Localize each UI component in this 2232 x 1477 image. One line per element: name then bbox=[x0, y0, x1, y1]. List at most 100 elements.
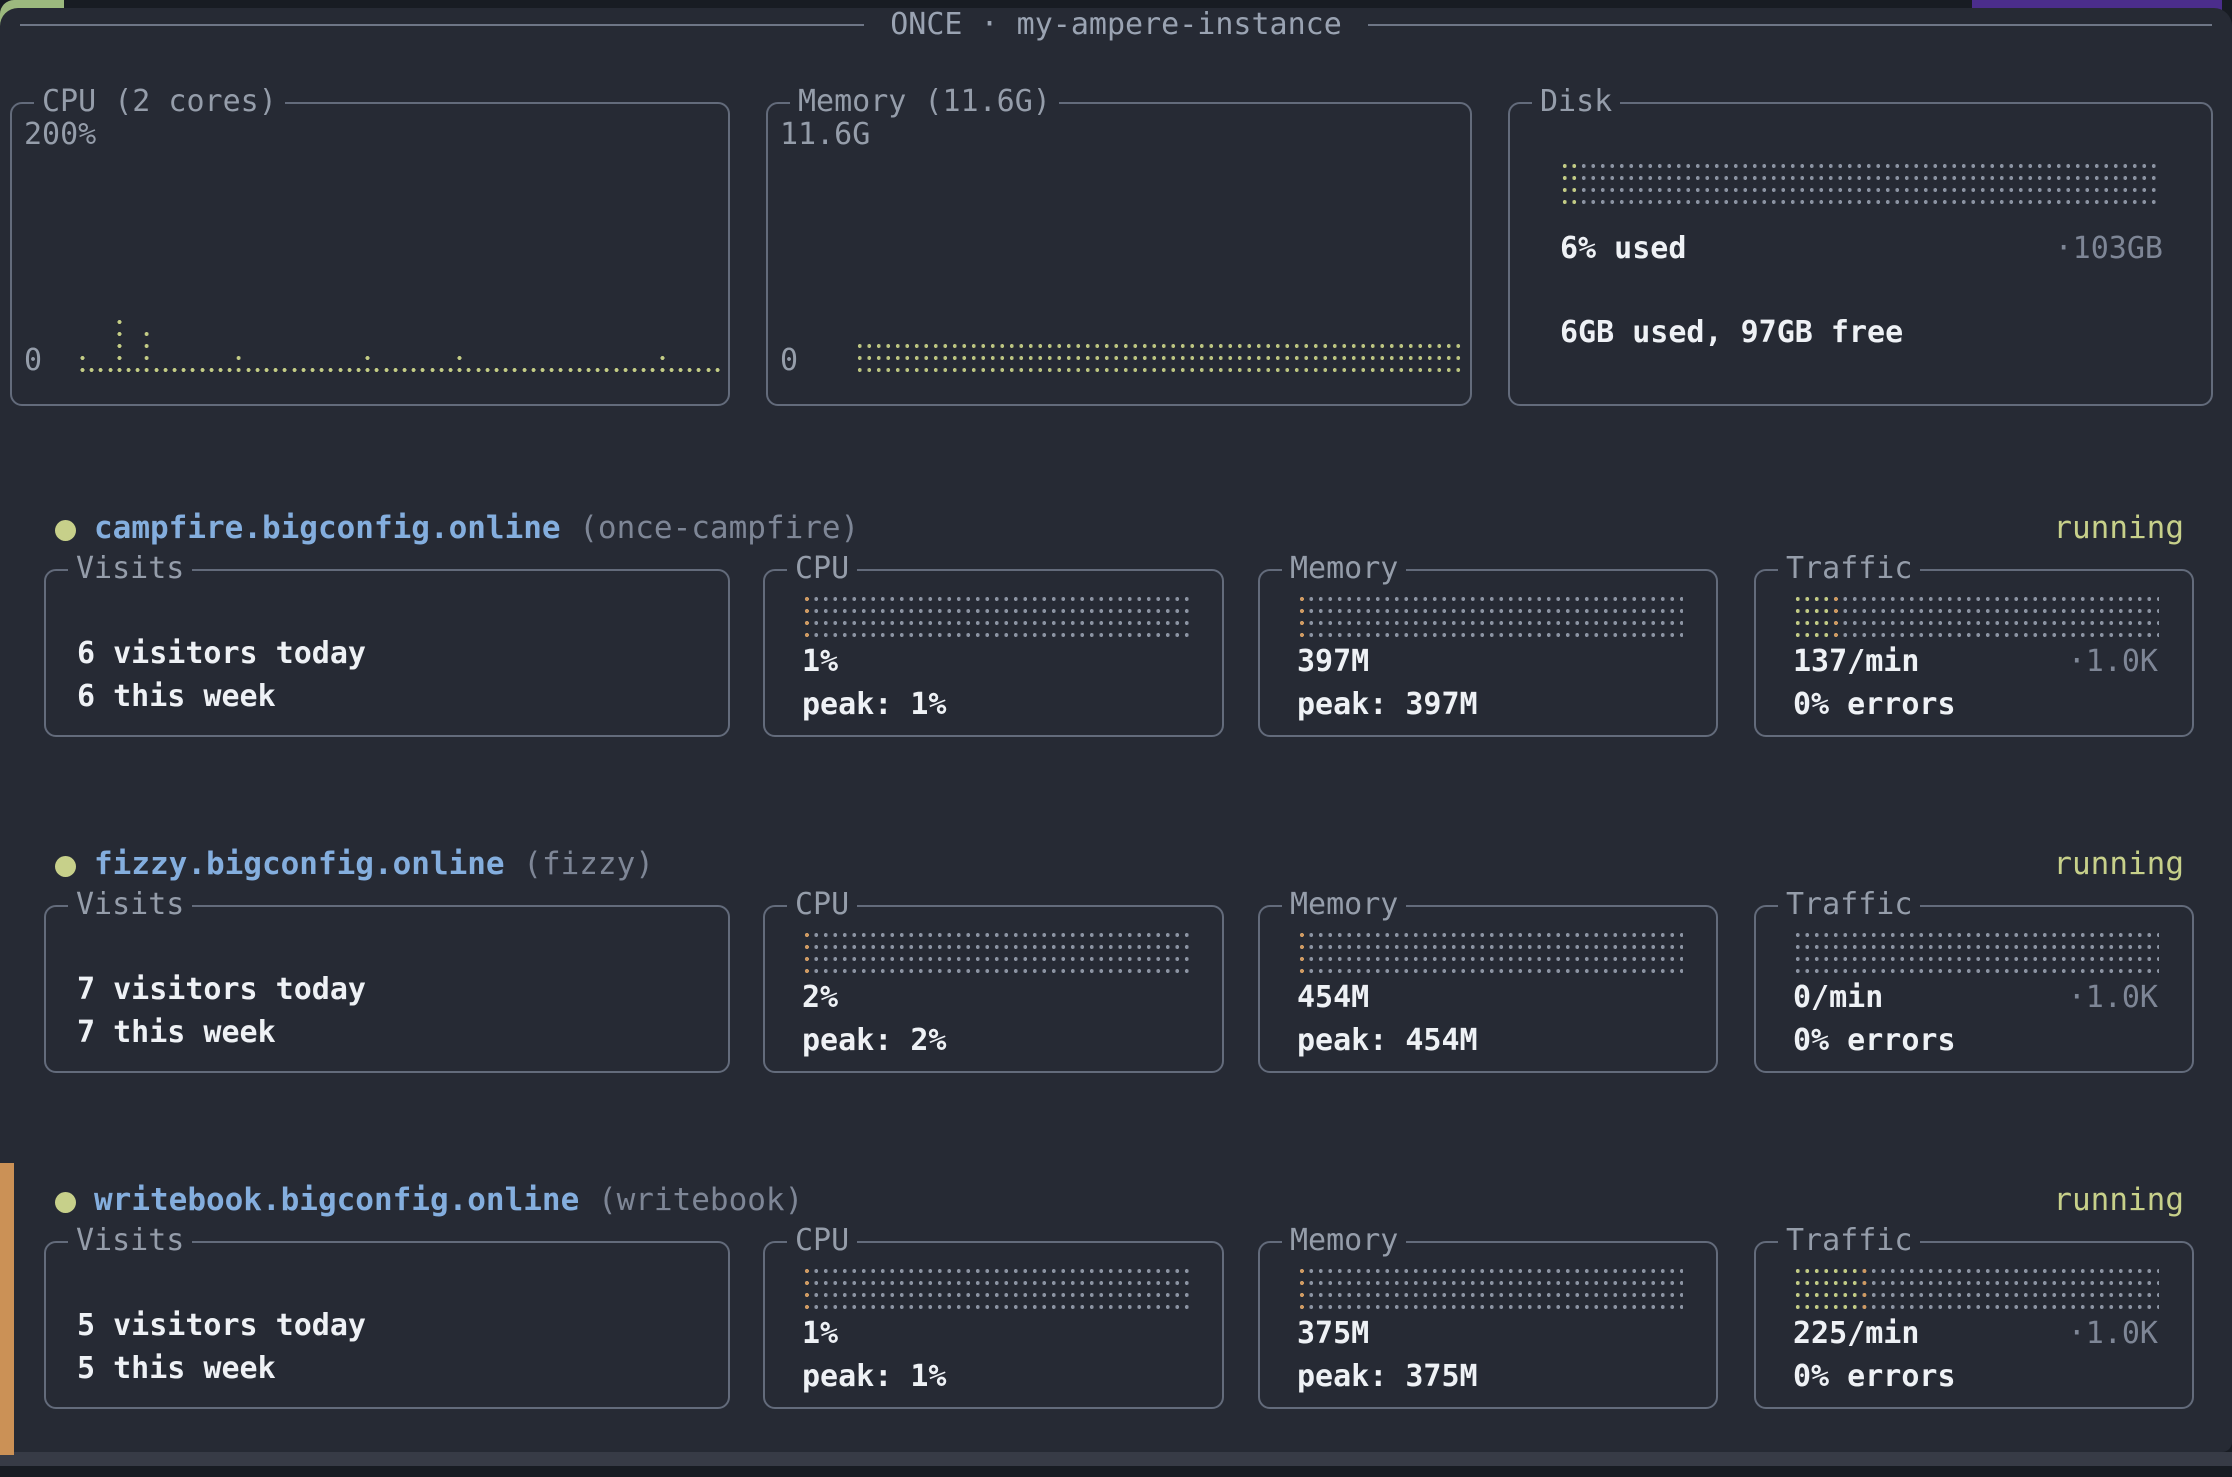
traffic-scale-max: ·1.0K bbox=[2067, 1316, 2158, 1351]
service-unit: (writebook) bbox=[597, 1182, 804, 1218]
memory-usage-gauge bbox=[1297, 593, 1683, 641]
spark-column bbox=[317, 364, 327, 376]
spark-column bbox=[593, 364, 603, 376]
visits-box: Visits 5 visitors today 5 this week bbox=[44, 1222, 730, 1409]
service-section[interactable]: campfire.bigconfig.online (once-campfire… bbox=[0, 505, 2232, 805]
traffic-gauge bbox=[1793, 593, 2159, 641]
traffic-box-label: Traffic bbox=[1778, 886, 1921, 924]
spark-column bbox=[574, 364, 584, 376]
memory-usage-gauge bbox=[1297, 929, 1683, 977]
memory-peak: peak: 454M bbox=[1297, 1023, 1478, 1058]
gauge-used-segment bbox=[1297, 593, 1307, 641]
memory-value: 454M bbox=[1297, 980, 1370, 1015]
system-cpu-box: CPU (2 cores) 200% 0 bbox=[10, 83, 730, 406]
spark-column bbox=[243, 364, 253, 376]
visitors-week: 7 this week bbox=[77, 1015, 276, 1050]
traffic-gauge bbox=[1793, 1265, 2159, 1313]
traffic-scale-max: ·1.0K bbox=[2067, 644, 2158, 679]
visitors-today: 6 visitors today bbox=[77, 636, 366, 671]
service-section[interactable]: fizzy.bigconfig.online (fizzy) running V… bbox=[0, 841, 2232, 1141]
visits-box-label: Visits bbox=[68, 1222, 193, 1260]
memory-box-label: Memory bbox=[1282, 1222, 1407, 1260]
traffic-gauge-track bbox=[1793, 929, 2159, 977]
service-status: running bbox=[2053, 846, 2184, 882]
spark-column bbox=[280, 364, 290, 376]
cpu-box-label: CPU (2 cores) bbox=[34, 83, 285, 121]
visitors-week: 5 this week bbox=[77, 1351, 276, 1386]
service-domain: fizzy.bigconfig.online bbox=[94, 846, 505, 882]
spark-column bbox=[96, 364, 106, 376]
memory-box-label: Memory (11.6G) bbox=[790, 83, 1059, 121]
spark-column bbox=[528, 364, 538, 376]
memory-box: Memory 454M peak: 454M bbox=[1258, 886, 1718, 1073]
visitors-today: 5 visitors today bbox=[77, 1308, 366, 1343]
spark-column bbox=[124, 364, 134, 376]
memory-box-label: Memory bbox=[1282, 550, 1407, 588]
spark-column bbox=[482, 364, 492, 376]
memory-value: 375M bbox=[1297, 1316, 1370, 1351]
spark-column bbox=[418, 364, 428, 376]
memory-axis-min: 0 bbox=[780, 343, 799, 378]
spark-column bbox=[436, 364, 446, 376]
status-dot-icon bbox=[55, 520, 76, 541]
spark-column bbox=[372, 364, 382, 376]
spark-column bbox=[455, 352, 465, 376]
memory-value: 397M bbox=[1297, 644, 1370, 679]
cpu-value: 1% bbox=[802, 644, 839, 679]
spark-column bbox=[105, 364, 115, 376]
spark-column bbox=[289, 364, 299, 376]
spark-column bbox=[712, 364, 722, 376]
traffic-box-label: Traffic bbox=[1778, 1222, 1921, 1260]
header-rule-right bbox=[1367, 23, 2213, 26]
memory-axis-max: 11.6G bbox=[780, 117, 871, 152]
spark-column bbox=[473, 364, 483, 376]
spark-column bbox=[78, 352, 88, 376]
spark-column bbox=[335, 364, 345, 376]
spark-column bbox=[142, 328, 152, 376]
traffic-box: Traffic 0/min ·1.0K 0% errors bbox=[1754, 886, 2194, 1073]
gauge-used-segment bbox=[802, 593, 812, 641]
cpu-box-label: CPU bbox=[787, 1222, 858, 1260]
spark-column bbox=[87, 364, 97, 376]
visitors-today: 7 visitors today bbox=[77, 972, 366, 1007]
spark-column bbox=[409, 364, 419, 376]
spark-column bbox=[446, 364, 456, 376]
gauge-used-segment bbox=[1793, 593, 1831, 641]
cpu-usage-gauge bbox=[802, 593, 1189, 641]
gauge-used-segment bbox=[802, 929, 812, 977]
disk-usage-gauge bbox=[1560, 160, 2160, 208]
spark-column bbox=[639, 364, 649, 376]
service-domain: campfire.bigconfig.online bbox=[94, 510, 561, 546]
disk-gauge-track bbox=[1560, 160, 2160, 208]
spark-column bbox=[308, 364, 318, 376]
spark-column bbox=[179, 364, 189, 376]
spark-column bbox=[510, 364, 520, 376]
memory-gauge-track bbox=[1297, 1265, 1683, 1313]
spark-column bbox=[344, 364, 354, 376]
disk-used-percent: 6% used bbox=[1560, 231, 1687, 266]
disk-total-size: ·103GB bbox=[2054, 231, 2163, 266]
disk-box-label: Disk bbox=[1532, 83, 1621, 121]
spark-column bbox=[602, 364, 612, 376]
spark-column bbox=[538, 364, 548, 376]
backdrop-bottom-strip bbox=[0, 1452, 2232, 1466]
spark-column bbox=[666, 364, 676, 376]
cpu-peak: peak: 2% bbox=[802, 1023, 947, 1058]
gauge-used-segment bbox=[1560, 160, 1579, 208]
spark-column bbox=[648, 364, 658, 376]
gauge-used-segment bbox=[802, 1265, 812, 1313]
system-disk-box: Disk 6% used ·103GB 6GB used, 97GB free bbox=[1508, 83, 2213, 406]
service-section[interactable]: writebook.bigconfig.online (writebook) r… bbox=[0, 1163, 2232, 1477]
spark-column bbox=[427, 364, 437, 376]
spark-column bbox=[216, 364, 226, 376]
gauge-used-segment bbox=[1793, 1265, 1860, 1313]
memory-gauge-track bbox=[1297, 929, 1683, 977]
spark-column bbox=[519, 364, 529, 376]
service-title: writebook.bigconfig.online (writebook) bbox=[94, 1182, 803, 1218]
status-dot-icon bbox=[55, 856, 76, 877]
visits-box: Visits 6 visitors today 6 this week bbox=[44, 550, 730, 737]
cpu-value: 1% bbox=[802, 1316, 839, 1351]
visits-box-label: Visits bbox=[68, 550, 193, 588]
spark-column bbox=[685, 364, 695, 376]
spark-column bbox=[262, 364, 272, 376]
